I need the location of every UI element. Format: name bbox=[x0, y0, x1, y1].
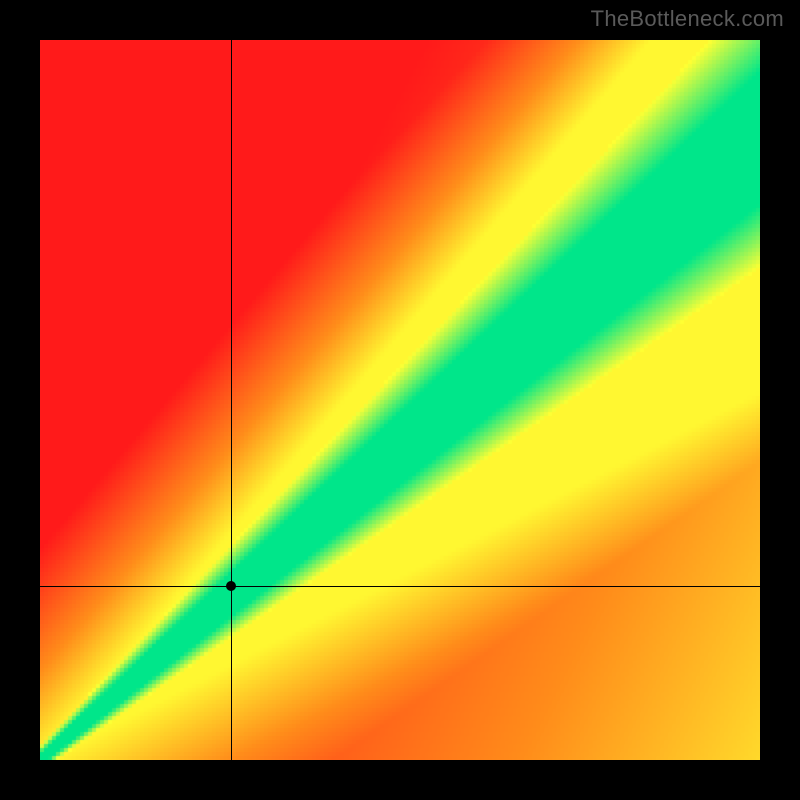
crosshair-horizontal bbox=[40, 586, 760, 587]
chart-container: TheBottleneck.com bbox=[0, 0, 800, 800]
crosshair-vertical bbox=[231, 40, 232, 760]
crosshair-marker bbox=[226, 581, 236, 591]
attribution-text: TheBottleneck.com bbox=[591, 6, 784, 32]
plot-area bbox=[40, 40, 760, 760]
heatmap-canvas bbox=[40, 40, 760, 760]
